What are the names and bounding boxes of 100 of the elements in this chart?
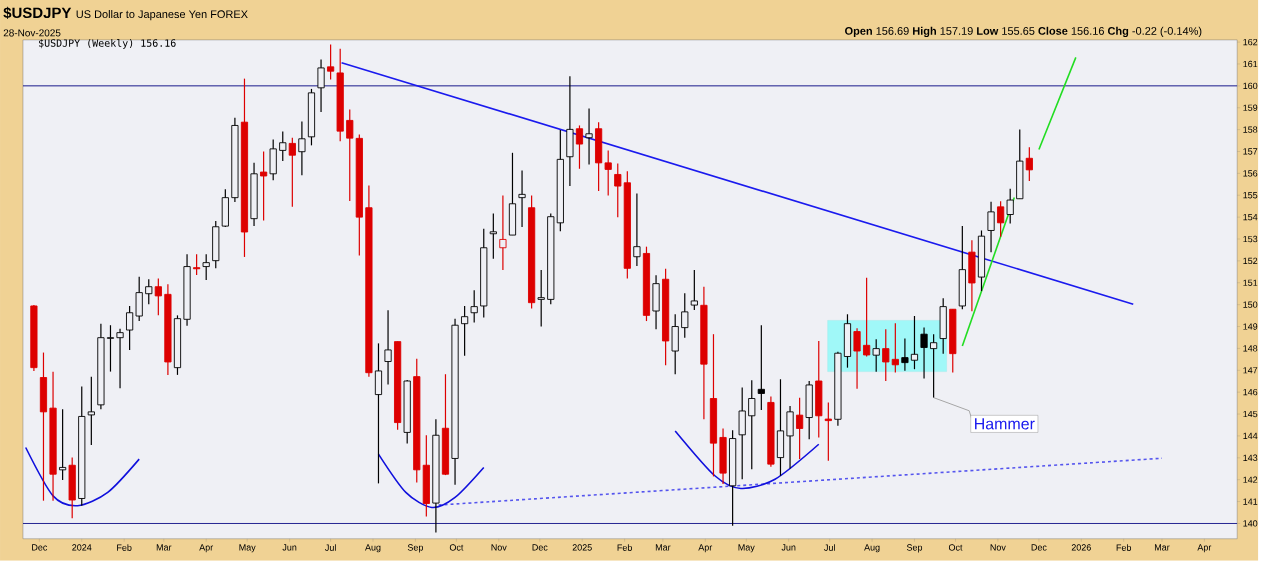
- candlestick: [882, 328, 890, 382]
- candlestick: [920, 327, 928, 380]
- candlestick: [461, 305, 469, 357]
- y-tick-label: 151: [1243, 279, 1258, 287]
- candlestick: [126, 305, 134, 351]
- line-series: [24, 446, 140, 507]
- x-tick-label: Dec: [1031, 544, 1047, 551]
- x-tick-label: Feb: [617, 544, 632, 552]
- y-tick-label: 143: [1243, 454, 1258, 462]
- candlestick: [59, 408, 67, 481]
- y-tick-label: 144: [1243, 432, 1258, 440]
- candlestick: [796, 397, 804, 460]
- y-tick-label: 142: [1243, 476, 1258, 483]
- candlestick: [681, 292, 689, 339]
- candlestick: [614, 163, 622, 218]
- x-tick-label: May: [239, 544, 256, 553]
- x-tick-label: Nov: [990, 544, 1006, 551]
- x-tick-label: Jun: [781, 544, 796, 551]
- candlestick: [987, 201, 995, 253]
- y-tick-label: 155: [1243, 192, 1258, 199]
- candlestick: [298, 121, 306, 177]
- candlestick: [575, 124, 584, 170]
- y-tick-label: 161: [1243, 60, 1258, 68]
- candlestick: [116, 328, 124, 389]
- candlestick: [106, 324, 115, 373]
- candlestick: [633, 193, 641, 267]
- x-tick-label: Aug: [365, 544, 381, 553]
- annotation: Hammer: [975, 418, 1035, 430]
- x-tick-label: Mar: [655, 544, 671, 551]
- x-tick-label: Jul: [325, 544, 336, 552]
- chart-title: $USDJPY: [3, 6, 72, 20]
- line-series: [377, 453, 485, 509]
- candlestick: [604, 149, 612, 197]
- candlestick: [288, 137, 296, 208]
- candlestick: [738, 387, 746, 480]
- candlestick: [317, 59, 325, 113]
- candlestick: [346, 109, 354, 202]
- candlestick: [154, 278, 162, 317]
- candlestick: [202, 253, 210, 281]
- y-tick-label: 140: [1243, 520, 1258, 527]
- x-tick-label: Jul: [824, 544, 835, 552]
- annotation: $USDJPY (Weekly) 156.16: [39, 39, 176, 49]
- x-tick-label: Mar: [156, 544, 172, 551]
- candlestick: [489, 212, 497, 260]
- candlestick: [1006, 188, 1014, 225]
- y-tick-label: 150: [1243, 301, 1258, 308]
- x-tick-label: Sep: [906, 544, 923, 553]
- y-tick-label: 160: [1243, 82, 1258, 90]
- candlestick: [748, 379, 756, 470]
- y-tick-label: 153: [1243, 235, 1258, 243]
- candlestick: [537, 269, 545, 328]
- y-tick-label: 141: [1243, 498, 1258, 505]
- y-tick-label: 148: [1243, 345, 1258, 352]
- y-tick-label: 157: [1243, 148, 1258, 155]
- candlestick: [910, 315, 919, 370]
- x-tick-label: Dec: [532, 544, 548, 551]
- candlestick: [757, 324, 765, 411]
- x-tick-label: Oct: [449, 544, 464, 551]
- y-tick-label: 147: [1243, 367, 1258, 374]
- candlestick: [87, 376, 95, 446]
- y-tick-label: 162: [1243, 39, 1258, 46]
- x-tick-label: 2026: [1071, 544, 1091, 551]
- text: Open 156.69 High 157.19 Low 155.65 Close 156.16 Chg -0.22 (-0.14%): [845, 26, 1202, 38]
- y-tick-label: 149: [1243, 323, 1258, 330]
- x-tick-label: 2024: [72, 544, 92, 551]
- candlestick: [853, 327, 861, 390]
- candlestick: [384, 309, 392, 386]
- candlestick: [690, 269, 698, 311]
- candlestick: [279, 131, 287, 162]
- y-tick-label: 159: [1243, 104, 1258, 112]
- x-tick-label: Feb: [1116, 544, 1132, 552]
- x-tick-label: Apr: [199, 544, 214, 553]
- x-tick-label: Apr: [1197, 544, 1212, 553]
- candlestick: [499, 195, 507, 271]
- candlestick: [585, 108, 593, 166]
- x-tick-label: Jun: [282, 544, 297, 551]
- candlestick: [518, 170, 526, 228]
- candlestick: [891, 322, 899, 374]
- candlestick: [327, 44, 335, 81]
- text: 28-Nov-2025: [3, 29, 61, 37]
- line-series: [674, 430, 820, 490]
- x-tick-label: May: [738, 544, 755, 553]
- x-tick-label: Feb: [117, 544, 132, 552]
- candlestick: [1025, 146, 1033, 182]
- candlestick: [135, 276, 143, 322]
- candlestick: [193, 253, 201, 276]
- y-tick-label: 158: [1243, 126, 1258, 133]
- y-tick-label: 145: [1243, 411, 1258, 418]
- x-tick-label: Oct: [948, 544, 963, 551]
- x-tick-label: Dec: [32, 544, 48, 551]
- x-tick-label: Apr: [698, 544, 713, 553]
- y-tick-label: 146: [1243, 389, 1258, 396]
- x-tick-label: Mar: [1154, 544, 1170, 551]
- candlestick: [260, 151, 268, 222]
- x-tick-label: Nov: [491, 544, 507, 551]
- x-tick-label: 2025: [572, 544, 592, 551]
- y-tick-label: 154: [1243, 214, 1258, 221]
- candlestick: [872, 338, 880, 373]
- candlestick: [824, 401, 832, 462]
- candlestick: [997, 200, 1005, 238]
